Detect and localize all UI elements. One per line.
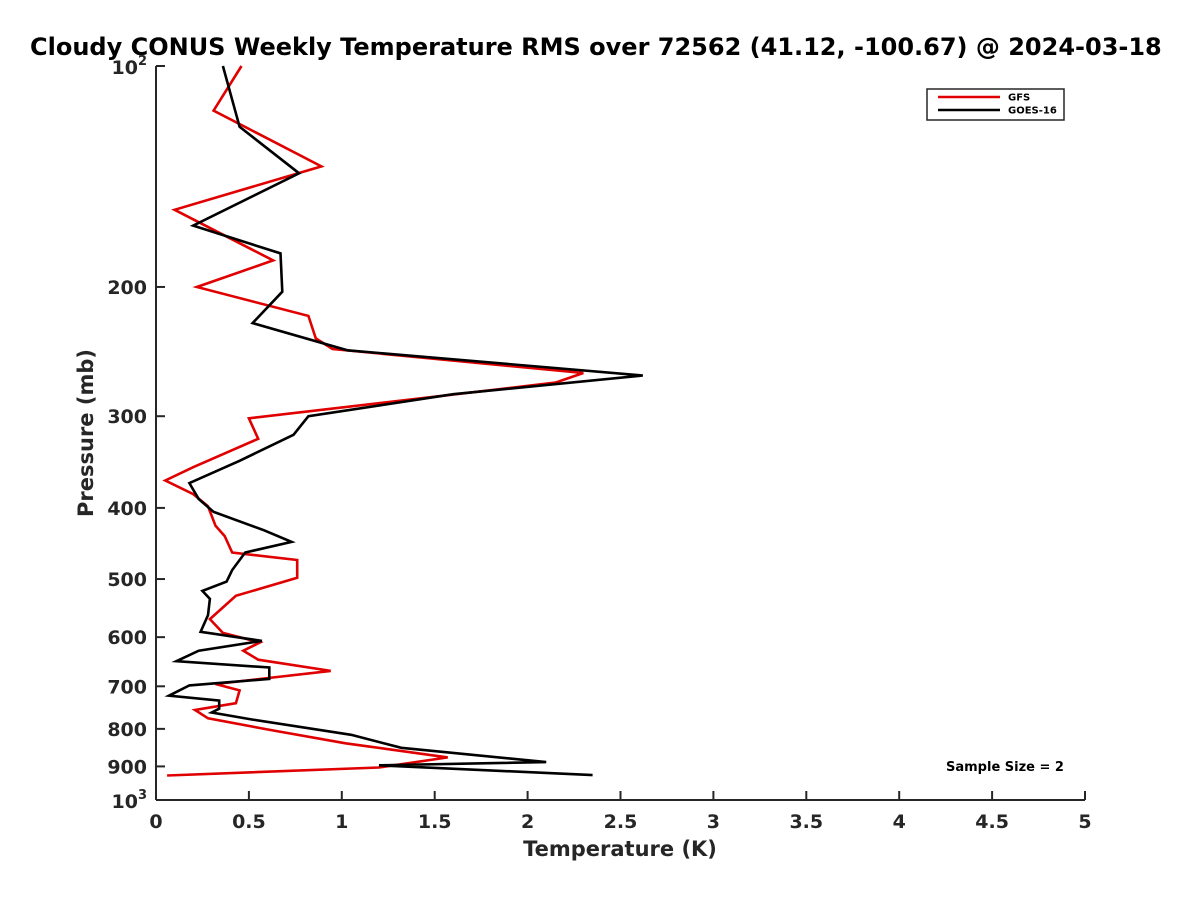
x-tick-label: 5 (1078, 811, 1091, 833)
x-tick-label: 3.5 (789, 811, 823, 833)
y-tick-exponent: 2 (138, 54, 147, 69)
y-tick-label: 103 (112, 788, 148, 813)
x-tick-label: 2.5 (604, 811, 638, 833)
series-line-gfs (162, 65, 584, 777)
y-tick-base: 10 (112, 791, 138, 813)
y-tick-exponent: 3 (138, 788, 147, 803)
y-tick-label: 102 (112, 54, 148, 79)
y-tick-label: 900 (107, 756, 147, 778)
x-tick-label: 1 (335, 811, 348, 833)
legend-label: GOES-16 (1008, 106, 1057, 117)
x-tick-label: 1.5 (418, 811, 452, 833)
x-axis-label: Temperature (K) (523, 837, 717, 861)
y-tick-label: 300 (107, 406, 147, 428)
y-tick-label: 200 (107, 277, 147, 299)
x-tick-label: 4 (893, 811, 906, 833)
y-axis-label: Pressure (mb) (74, 349, 98, 517)
plot-lines (162, 65, 643, 777)
y-tick-label: 400 (107, 498, 147, 520)
x-ticks: 0 0.5 1 1.5 2 2.5 3 3.5 4 4.5 5 (149, 791, 1092, 833)
x-tick-label: 4.5 (975, 811, 1009, 833)
y-tick-label: 500 (107, 569, 147, 591)
y-tick-base: 10 (112, 57, 138, 79)
legend-box (926, 88, 1065, 121)
chart-title: Cloudy CONUS Weekly Temperature RMS over… (30, 33, 1162, 61)
x-tick-label: 3 (707, 811, 720, 833)
y-tick-label: 600 (107, 627, 147, 649)
x-tick-label: 0 (149, 811, 162, 833)
sample-size-annotation: Sample Size = 2 (946, 760, 1064, 775)
legend: GFS GOES-16 (926, 88, 1065, 121)
x-tick-label: 0.5 (232, 811, 266, 833)
legend-label: GFS (1008, 93, 1030, 104)
series-line-goes-16 (164, 65, 643, 777)
y-tick-label: 700 (107, 676, 147, 698)
x-tick-label: 2 (521, 811, 534, 833)
y-tick-label: 800 (107, 719, 147, 741)
